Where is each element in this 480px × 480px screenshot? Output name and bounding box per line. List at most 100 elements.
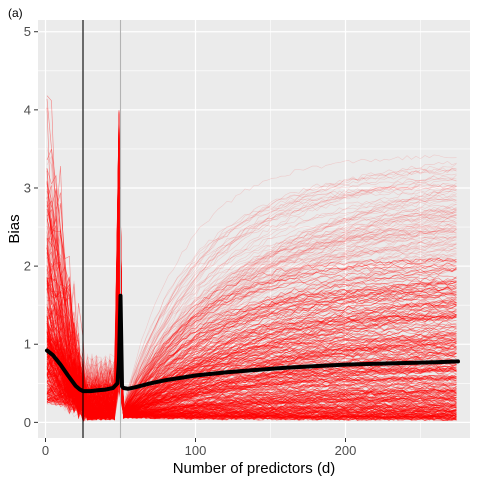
individual-curve <box>46 167 457 418</box>
individual-curve <box>46 153 457 412</box>
individual-curve <box>46 195 457 420</box>
individual-curve <box>46 277 457 414</box>
individual-curve <box>46 134 457 417</box>
individual-curve <box>46 148 457 411</box>
individual-curve <box>46 193 457 409</box>
individual-curve <box>46 372 457 421</box>
individual-curve <box>46 120 457 408</box>
individual-curve <box>46 272 457 419</box>
individual-curve <box>46 126 457 423</box>
mean-curve-group <box>45 293 460 394</box>
individual-curve <box>46 124 457 421</box>
individual-curve <box>46 243 457 421</box>
individual-curve <box>46 197 457 417</box>
individual-curve <box>46 215 457 411</box>
individual-curve <box>46 119 457 418</box>
individual-curve <box>46 187 457 415</box>
individual-curve <box>46 245 457 417</box>
individual-curve <box>46 132 457 415</box>
individual-curve <box>46 131 457 420</box>
individual-curve <box>46 110 457 415</box>
individual-curve <box>46 159 457 412</box>
individual-curve <box>46 230 457 409</box>
individual-curve <box>46 316 457 419</box>
individual-curve <box>46 132 457 416</box>
individual-curve <box>46 246 457 416</box>
individual-curve <box>46 321 457 419</box>
y-tick-label: 2 <box>24 259 31 274</box>
individual-curve <box>46 121 457 417</box>
individual-curve <box>46 329 457 413</box>
individual-curve <box>46 167 457 416</box>
individual-curve <box>46 157 457 415</box>
individual-curve <box>46 284 457 421</box>
individual-curve <box>46 181 457 413</box>
x-tick-label: 200 <box>335 443 357 458</box>
individual-curve <box>46 118 457 420</box>
individual-curve <box>46 166 457 418</box>
individual-curve <box>46 361 457 419</box>
y-axis: 0 1 2 3 4 5 <box>24 24 38 430</box>
individual-curve <box>46 112 457 417</box>
individual-curve <box>46 227 457 412</box>
individual-curve <box>46 111 457 415</box>
individual-curve <box>46 295 457 415</box>
individual-curve <box>46 193 457 416</box>
individual-curve <box>46 161 457 415</box>
individual-curve <box>46 221 457 417</box>
individual-curve <box>46 160 457 418</box>
individual-curve <box>46 299 457 415</box>
individual-curve <box>46 189 457 423</box>
individual-curve <box>46 235 457 413</box>
individual-curve <box>46 184 457 414</box>
y-axis-title: Bias <box>6 214 23 243</box>
individual-curve <box>46 182 457 413</box>
individual-curve <box>46 173 457 421</box>
individual-curve <box>46 159 457 421</box>
individual-curve <box>46 118 457 412</box>
individual-curve <box>46 182 457 416</box>
individual-curve <box>46 339 457 418</box>
individual-curve <box>46 210 457 413</box>
individual-curve <box>46 273 457 421</box>
individual-curve <box>46 290 457 420</box>
individual-curve <box>46 280 457 413</box>
individual-curve <box>46 269 457 418</box>
individual-curve <box>46 212 457 412</box>
individual-curve <box>46 162 457 411</box>
individual-curve <box>46 199 457 416</box>
individual-curve <box>46 135 457 417</box>
individual-curve <box>46 338 457 416</box>
individual-curve <box>46 156 457 420</box>
individual-curve <box>46 163 457 420</box>
individual-curve <box>46 286 457 421</box>
individual-curve <box>46 328 457 419</box>
individual-curve <box>46 118 457 417</box>
individual-curve <box>46 313 457 417</box>
individual-curve <box>46 214 457 410</box>
individual-curve <box>46 177 457 411</box>
individual-curve <box>46 117 457 413</box>
individual-curve <box>46 188 457 411</box>
individual-curve <box>46 286 457 420</box>
individual-curve <box>46 352 457 415</box>
individual-curve <box>46 336 457 418</box>
individual-curve <box>46 179 457 414</box>
individual-curve <box>46 280 457 416</box>
individual-curve <box>46 133 457 414</box>
individual-curve <box>46 227 457 417</box>
individual-curve <box>46 248 457 420</box>
individual-curve <box>46 195 457 411</box>
individual-curve <box>46 260 457 420</box>
individual-curve <box>46 209 457 411</box>
individual-curve <box>46 139 457 419</box>
individual-curve <box>46 314 457 418</box>
individual-curve <box>46 231 457 413</box>
individual-curve <box>46 147 457 416</box>
individual-curve <box>46 174 457 422</box>
individual-curve <box>46 243 457 412</box>
individual-curve <box>46 144 457 417</box>
individual-curve <box>46 212 457 416</box>
individual-curve <box>46 315 457 421</box>
individual-curve <box>46 253 457 421</box>
